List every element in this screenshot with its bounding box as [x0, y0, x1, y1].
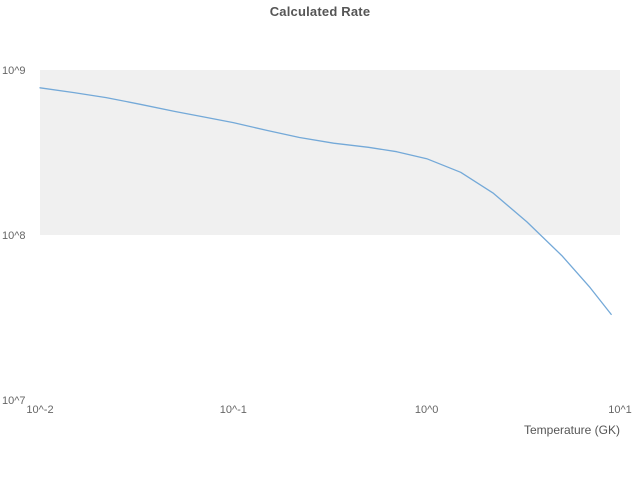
y-tick-label: 10^7: [2, 395, 26, 407]
plot-band: [40, 70, 620, 235]
x-tick-label: 10^-1: [220, 404, 247, 416]
chart-title: Calculated Rate: [269, 4, 371, 19]
x-tick-label: 10^0: [415, 404, 439, 416]
y-tick-label: 10^8: [2, 230, 26, 242]
y-tick-label: 10^9: [2, 65, 26, 77]
series-line: [39, 87, 612, 316]
x-tick-label: 10^1: [608, 404, 632, 416]
x-tick-label: 10^-2: [26, 404, 53, 416]
x-axis-ticks: 10^-2 10^-1 10^0 10^1: [26, 404, 631, 416]
x-axis-label: Temperature (GK): [524, 423, 620, 437]
y-axis-ticks: 10^9 10^8 10^7: [2, 65, 26, 407]
